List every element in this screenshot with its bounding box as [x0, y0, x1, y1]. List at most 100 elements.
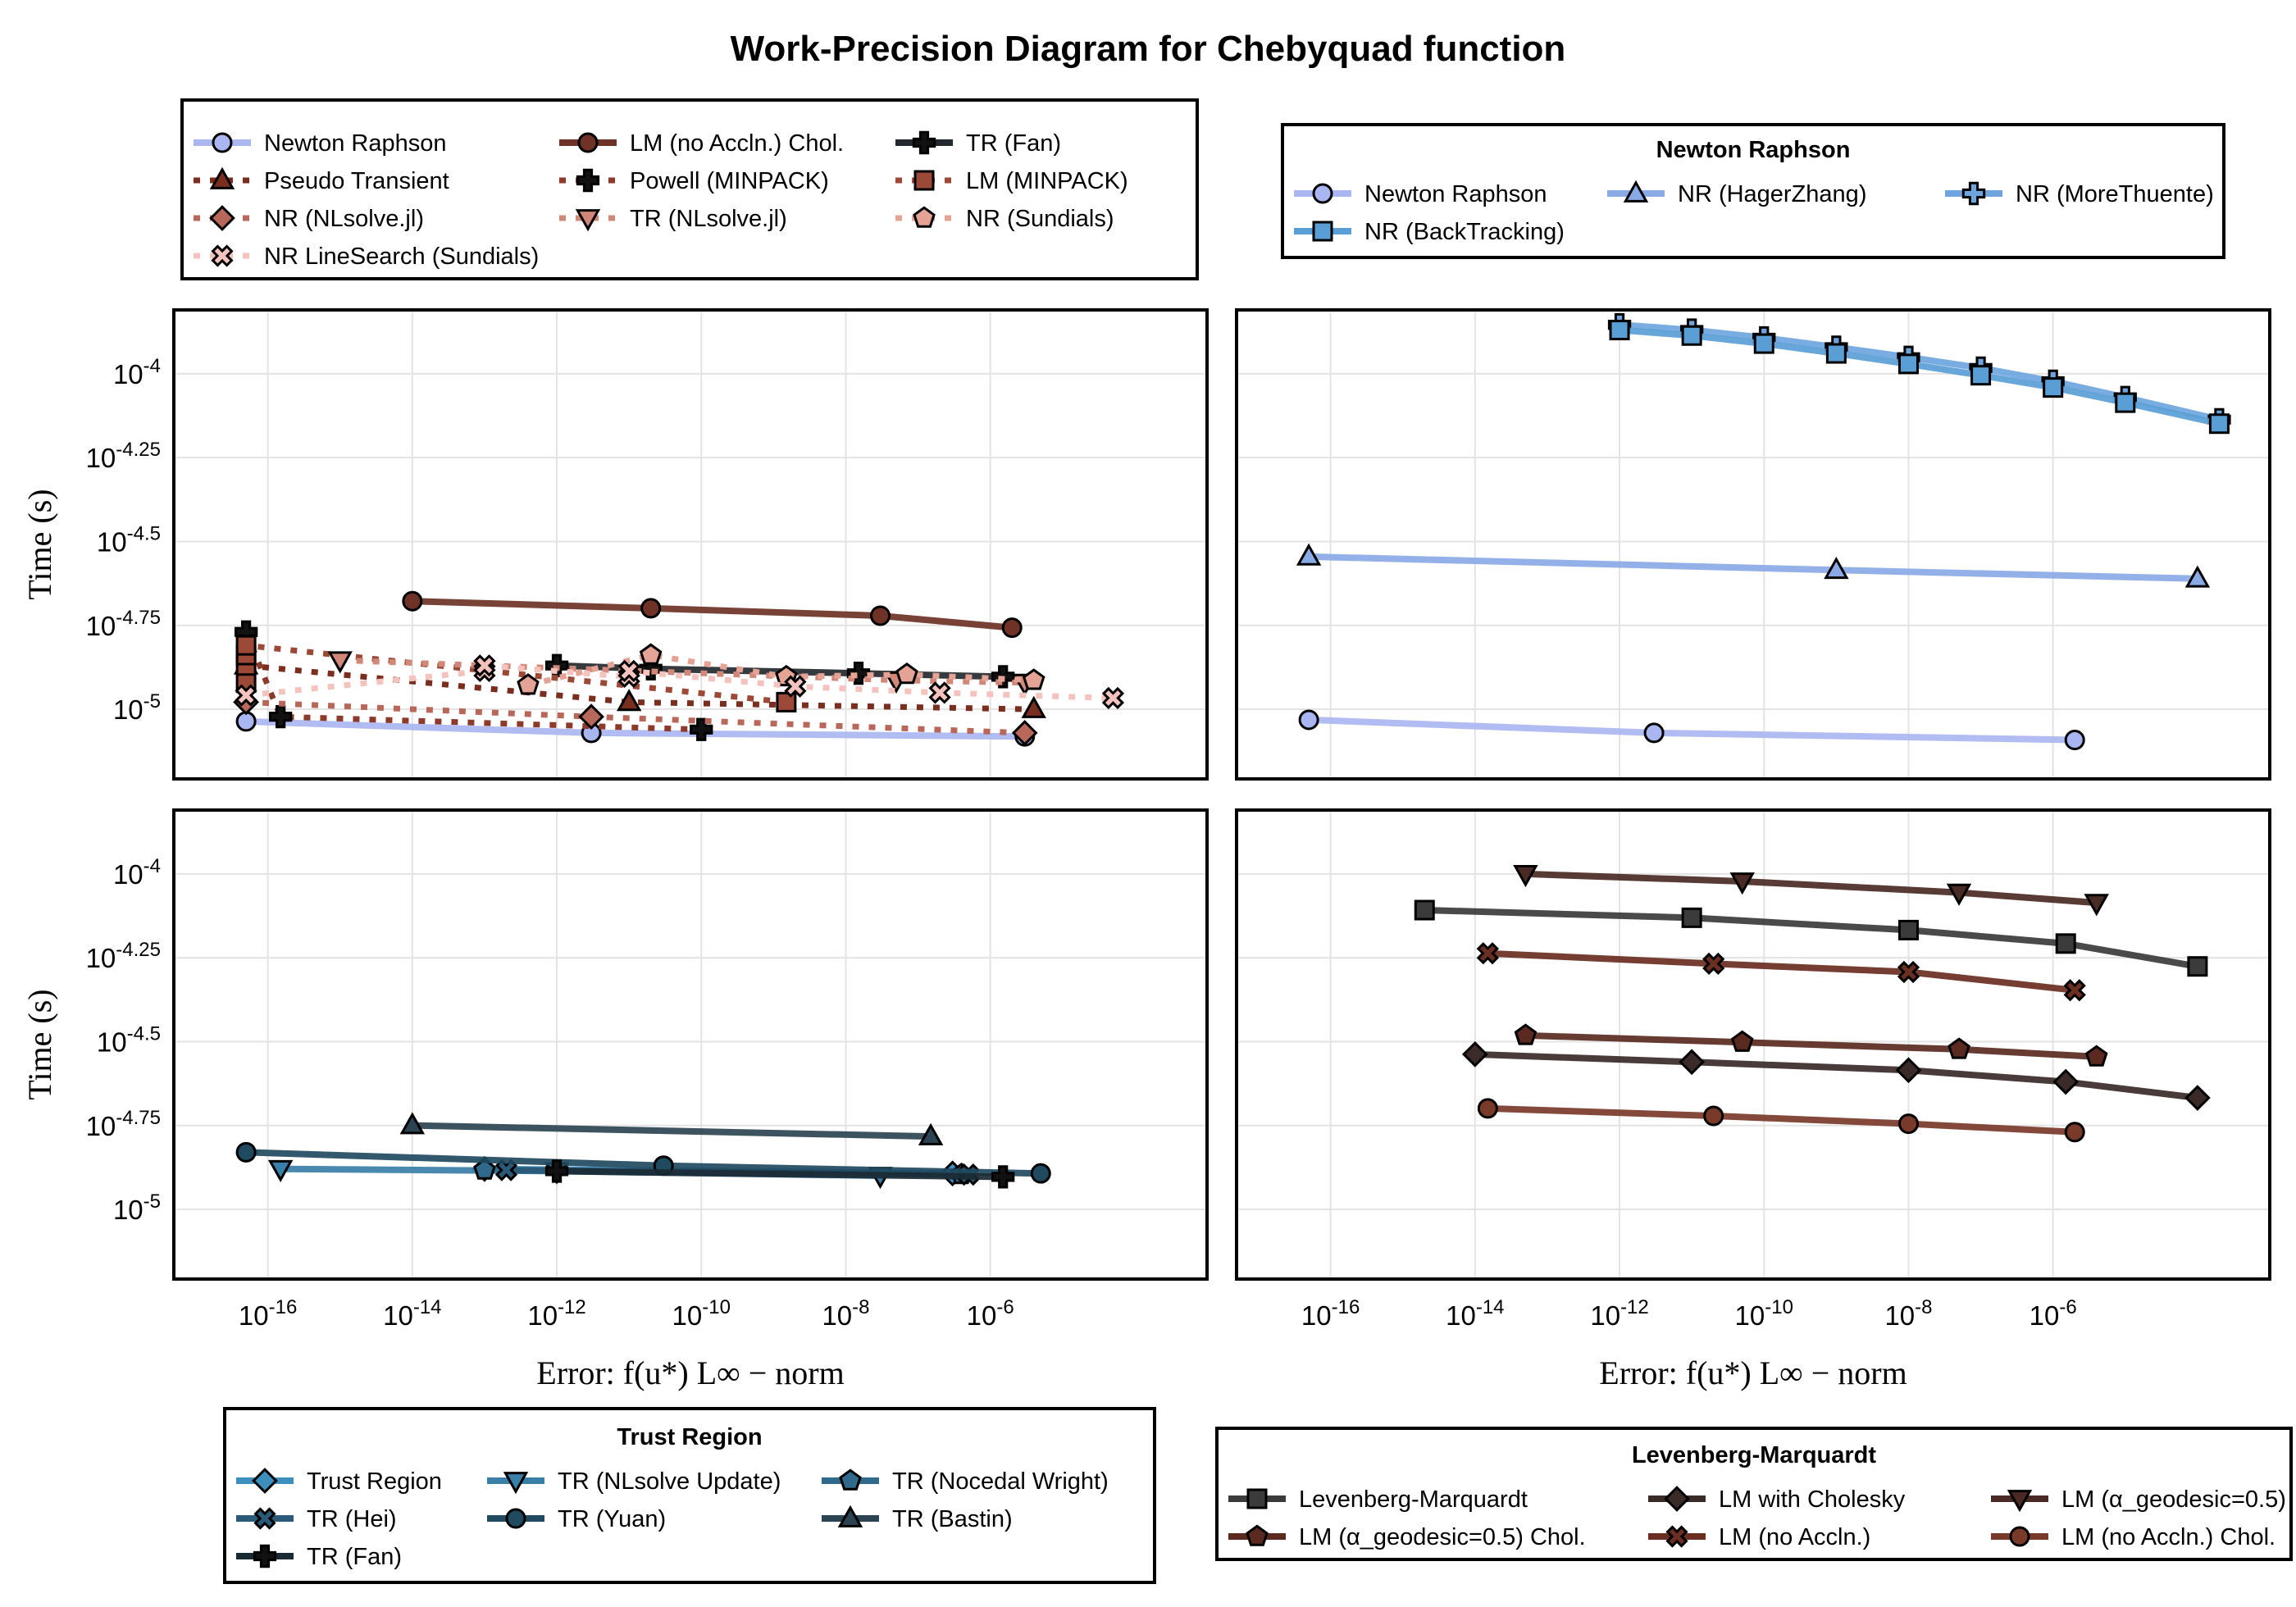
series-levenberg-marquardt [1414, 899, 2208, 977]
data-point [235, 635, 257, 656]
x-tick-label: 10-12 [1590, 1296, 1648, 1331]
legend-marker [1312, 221, 1333, 242]
series-tr-fan [544, 1159, 1015, 1189]
legend-label: TR (NLsolve.jl) [630, 206, 787, 232]
legend-marker [505, 1508, 526, 1529]
legend-entry-tr-nocedal-wright: TR (Nocedal Wright) [822, 1468, 1109, 1495]
axes-frame [1235, 808, 2271, 1281]
legend-label: NR (Sundials) [966, 206, 1114, 232]
data-point [1897, 960, 1920, 984]
legend-entry-nr-hagerzhang: NR (HagerZhang) [1607, 180, 1866, 207]
series-lm-with-cholesky [1461, 1040, 2211, 1111]
series-newton-raphson [1298, 709, 2085, 750]
data-point [1946, 883, 1972, 906]
legend-label: Pseudo Transient [264, 168, 449, 194]
legend-label: Trust Region [307, 1468, 442, 1495]
series-line [1525, 1031, 2097, 1060]
data-point [473, 1158, 496, 1180]
legend-marker [1312, 183, 1333, 204]
legend-marker [211, 244, 234, 267]
legend-marker [1246, 1488, 1268, 1509]
series-line [1487, 1104, 2075, 1136]
series-group-top-left [233, 590, 1125, 747]
legend-marker [1623, 180, 1649, 203]
legend-label: TR (Fan) [307, 1544, 402, 1570]
y-tick-label: 10-4 [113, 855, 161, 890]
series-group-bottom-right [1414, 865, 2211, 1143]
data-point [267, 1159, 294, 1182]
series-powell-minpack [235, 620, 713, 741]
data-point [784, 675, 807, 698]
legend-marker [1664, 1486, 1690, 1512]
legend-title: Newton Raphson [1656, 137, 1851, 163]
y-axis-label: Time (s) [21, 489, 58, 599]
legend-box [223, 1407, 1156, 1584]
series-group-bottom-left [235, 1112, 1051, 1190]
data-point [327, 651, 353, 674]
legend-bottom-left: Trust Region Trust Region TR (NLsolve Upda… [223, 1407, 1156, 1584]
legend-marker [209, 166, 235, 189]
series-lm-geodesic-0-5 [1513, 865, 2109, 917]
data-point [1703, 1105, 1724, 1127]
data-point [870, 605, 891, 626]
legend-top-right: Newton Raphson Newton Raphson NR (HagerZha… [1281, 123, 2225, 259]
data-point [1011, 720, 1038, 746]
data-point [2115, 392, 2136, 413]
series-nr-backtracking [1609, 320, 2230, 435]
grid-bottom-right [1237, 810, 2270, 1279]
legend-marker [253, 1544, 277, 1568]
series-nr-linesearch-sundials [235, 654, 1125, 710]
data-point [402, 590, 423, 612]
legend-marker [2007, 1490, 2033, 1513]
data-point [2055, 933, 2076, 954]
x-axis-label: Error: f(u*) L∞ − norm [536, 1354, 844, 1391]
legend-entry-nr-backtracking: NR (BackTracking) [1294, 219, 1565, 245]
data-point [517, 673, 540, 695]
data-point [235, 1141, 257, 1163]
data-point [1296, 543, 1322, 566]
legend-marker [212, 132, 233, 153]
data-point [1702, 952, 1725, 976]
legend-marker [1246, 1524, 1269, 1546]
data-point [776, 691, 797, 712]
data-point [2064, 1122, 2085, 1143]
x-tick-label: 10-8 [1884, 1296, 1932, 1331]
legend-label: NR (MoreThuente) [2016, 181, 2214, 207]
data-point [2184, 1085, 2211, 1111]
legend-label: NR (BackTracking) [1364, 219, 1565, 245]
data-point [1414, 899, 1435, 921]
legend-marker [912, 130, 936, 155]
legend-entry-lm-no-accln-chol: LM (no Accln.) Chol. [1991, 1524, 2276, 1550]
y-tick-label: 10-4.5 [97, 1022, 161, 1057]
data-point [1897, 353, 1919, 375]
legend-marker [503, 1472, 529, 1495]
legend-entry-tr-nlsolve-update: TR (NLsolve Update) [487, 1468, 781, 1495]
series-line [412, 598, 1013, 631]
legend-title: Trust Region [617, 1424, 762, 1450]
data-point [617, 659, 640, 683]
legend-marker [576, 168, 600, 193]
data-point [1513, 865, 1538, 888]
legend-marker [1961, 181, 1986, 206]
legend-entry-lm-with-cholesky: LM with Cholesky [1648, 1486, 1906, 1513]
legend-marker [252, 1468, 278, 1494]
data-point [2043, 377, 2064, 398]
series-lm-geodesic-0-5-chol [1514, 1023, 2108, 1067]
data-point [639, 643, 663, 665]
data-point [1021, 695, 1046, 718]
series-lm-no-accln [1476, 942, 2086, 1002]
x-tick-label: 10-12 [527, 1296, 585, 1331]
legend-label: NR (NLsolve.jl) [264, 206, 424, 232]
y-tick-label: 10-4 [113, 355, 161, 389]
legend-label: TR (NLsolve Update) [558, 1468, 781, 1495]
legend-entry-tr-nlsolve-jl: TR (NLsolve.jl) [559, 206, 787, 232]
legend-label: LM (α_geodesic=0.5) [2061, 1486, 2286, 1513]
legend-entry-powell-minpack: Powell (MINPACK) [559, 168, 829, 194]
data-point [1101, 686, 1125, 710]
series-lm-no-accln-chol [402, 590, 1023, 639]
y-tick-label: 10-4.5 [97, 522, 161, 557]
legend-label: NR (HagerZhang) [1678, 181, 1866, 207]
legend-marker [575, 209, 601, 232]
series-tr-bastin [399, 1112, 944, 1145]
